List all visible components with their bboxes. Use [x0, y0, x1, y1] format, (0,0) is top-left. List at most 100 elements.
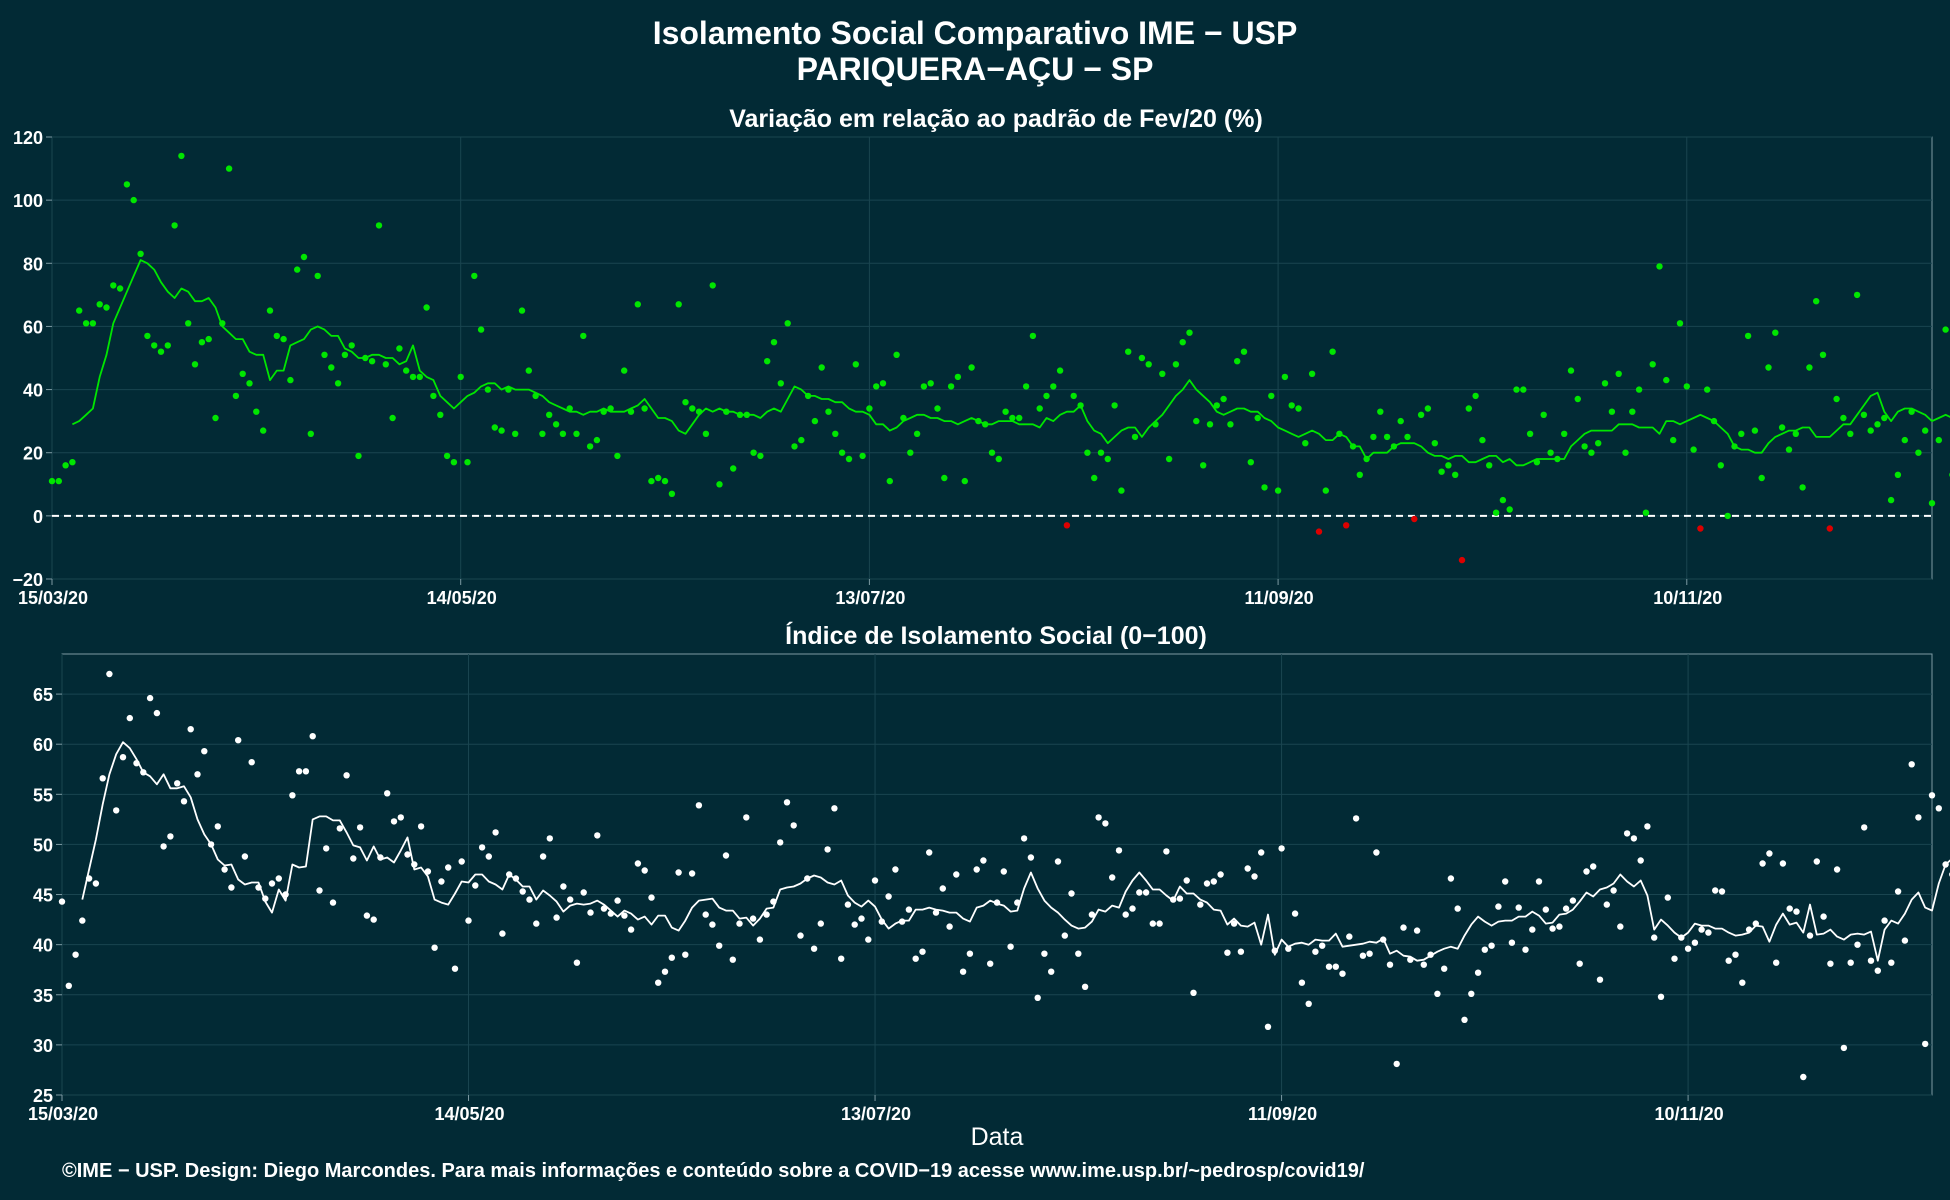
index-x-tick-label: 15/03/20 [28, 1104, 98, 1124]
index-daily-point [1061, 932, 1069, 939]
index-daily-point [987, 960, 994, 967]
variation-daily-point [1308, 370, 1316, 377]
variation-daily-point [1847, 430, 1854, 437]
variation-daily-point [1588, 449, 1595, 456]
variation-daily-point [1091, 474, 1098, 482]
variation-panel-title: Variação em relação ao padrão de Fev/20 … [729, 105, 1263, 133]
index-daily-point [641, 867, 648, 874]
variation-daily-point [1792, 430, 1800, 437]
variation-daily-point [1424, 405, 1432, 412]
index-daily-point [1535, 878, 1543, 885]
variation-daily-point [1860, 411, 1868, 418]
index-daily-point [1718, 888, 1726, 895]
index-daily-point [1366, 950, 1373, 957]
variation-daily-point [1261, 484, 1268, 491]
index-daily-point [1007, 943, 1014, 950]
index-daily-point [1806, 932, 1814, 939]
index-daily-point [1400, 924, 1407, 931]
index-daily-point [65, 982, 73, 989]
variation-daily-point [614, 452, 621, 460]
variation-daily-point [1383, 433, 1391, 441]
index-daily-point [221, 866, 228, 873]
variation-daily-point [580, 332, 587, 340]
index-daily-point [1454, 905, 1461, 912]
index-daily-point [682, 951, 689, 958]
index-daily-point [1176, 895, 1184, 902]
index-daily-point [1224, 949, 1231, 956]
variation-x-tick-label: 10/11/20 [1653, 588, 1722, 608]
variation-daily-point [593, 436, 601, 444]
variation-daily-point [1377, 408, 1384, 415]
index-daily-point [1264, 1023, 1272, 1030]
index-daily-point [92, 880, 100, 887]
variation-daily-point [1881, 414, 1888, 422]
variation-daily-point [437, 411, 444, 418]
variation-daily-point [1445, 462, 1452, 469]
index-y-tick-label: 40 [33, 936, 53, 956]
variation-daily-point [1070, 392, 1077, 400]
variation-daily-point [702, 430, 710, 437]
index-daily-point [1725, 957, 1732, 964]
variation-daily-point [1281, 373, 1289, 381]
variation-daily-point [1492, 509, 1500, 516]
variation-daily-point [1942, 326, 1949, 333]
variation-daily-point [1772, 329, 1779, 336]
variation-daily-point [1813, 298, 1820, 305]
variation-daily-point [832, 430, 839, 437]
variation-daily-point [328, 364, 335, 371]
variation-panel: Variação em relação ao padrão de Fev/20 … [12, 105, 1950, 608]
variation-daily-point [1561, 430, 1568, 437]
variation-daily-point [382, 361, 389, 368]
variation-daily-point [1125, 348, 1132, 355]
variation-daily-point [1452, 471, 1459, 478]
variation-daily-point [232, 392, 240, 400]
variation-daily-point [477, 326, 485, 333]
variation-daily-point [69, 459, 76, 466]
variation-daily-point [798, 436, 805, 444]
variation-daily-point [689, 405, 696, 412]
index-daily-point [1739, 979, 1746, 986]
index-daily-point [1298, 979, 1306, 986]
index-daily-point [1684, 945, 1692, 952]
index-y-tick-label: 50 [33, 835, 53, 855]
variation-daily-point [1343, 522, 1350, 529]
variation-daily-point [1513, 386, 1520, 393]
figure-title-line1: Isolamento Social Comparativo IME − USP [653, 15, 1298, 51]
variation-daily-point [260, 427, 267, 434]
variation-daily-point [1288, 402, 1295, 409]
index-daily-point [858, 915, 865, 922]
index-daily-point [1441, 965, 1448, 972]
index-daily-point [1000, 868, 1007, 875]
variation-daily-point [341, 351, 349, 358]
variation-daily-point [913, 430, 921, 437]
variation-daily-point [634, 301, 641, 308]
index-daily-point [1617, 923, 1624, 930]
variation-daily-point [784, 320, 791, 327]
index-daily-point [1766, 850, 1773, 857]
variation-daily-point [1567, 367, 1575, 374]
variation-daily-point [675, 301, 682, 308]
index-daily-point [749, 915, 757, 922]
variation-daily-point [1472, 392, 1479, 400]
variation-daily-point [1179, 339, 1186, 346]
index-daily-point [295, 768, 303, 775]
index-daily-point [1759, 860, 1766, 867]
variation-daily-point [151, 342, 158, 349]
index-daily-point [492, 829, 499, 836]
variation-daily-point [1935, 436, 1943, 444]
index-daily-point [1779, 860, 1787, 867]
variation-daily-point [144, 332, 151, 340]
index-daily-point [1800, 1073, 1807, 1081]
variation-daily-point [552, 421, 560, 428]
index-daily-point [580, 889, 587, 896]
variation-daily-point [1016, 414, 1023, 422]
variation-daily-point [294, 266, 301, 273]
variation-daily-point [484, 386, 492, 393]
variation-daily-point [1581, 443, 1588, 450]
index-daily-point [1332, 963, 1340, 970]
index-daily-point [1285, 945, 1292, 952]
variation-daily-point [1329, 348, 1336, 355]
index-daily-point [1122, 911, 1129, 918]
variation-daily-point [212, 414, 219, 422]
index-daily-point [1305, 1000, 1312, 1007]
